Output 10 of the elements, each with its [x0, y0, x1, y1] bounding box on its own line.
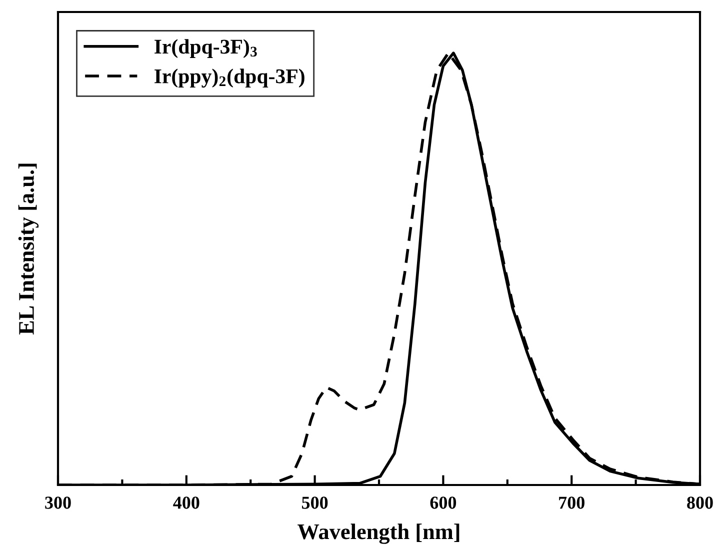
legend-label: Ir(ppy)$_{2}$(dpq-3F) — [154, 68, 304, 88]
legend-label: Ir(dpq-3F)$_{3}$ — [154, 39, 257, 58]
y-axis-title: EL Intensity [a.u.] — [18, 164, 39, 335]
x-tick-label: 500 — [302, 496, 328, 509]
x-tick-label: 600 — [430, 496, 456, 509]
x-tick-label: 400 — [173, 496, 200, 509]
x-tick-label: 800 — [687, 496, 713, 509]
x-tick-label: 700 — [559, 496, 584, 509]
x-axis-title: Wavelength [nm] — [298, 524, 460, 544]
x-tick-label: 300 — [45, 496, 71, 509]
